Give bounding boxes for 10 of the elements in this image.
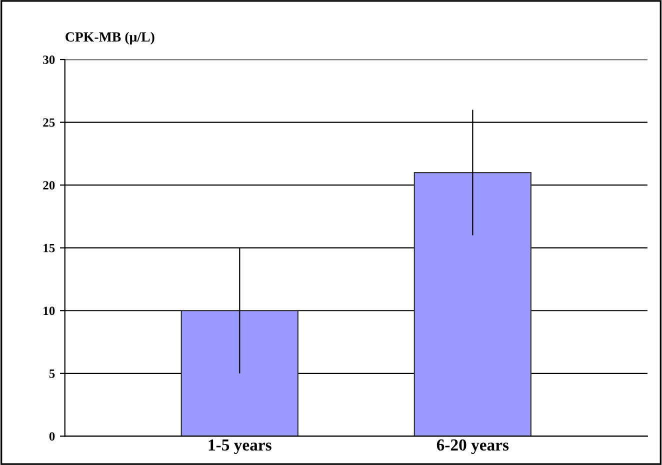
y-tick-label: 0 [49, 432, 55, 441]
y-tick-label: 25 [43, 118, 55, 127]
y-axis-title: CPK-MB (μ/L) [66, 32, 154, 44]
y-tick-label: 10 [44, 306, 55, 316]
x-tick-label: 6-20 years [436, 439, 509, 454]
y-tick-label: 20 [43, 181, 55, 190]
y-tick-label: 15 [44, 244, 55, 252]
y-tick-label: 5 [49, 370, 55, 378]
y-tick-label: 30 [43, 56, 55, 64]
x-tick-label: 1-5 years [208, 439, 272, 454]
